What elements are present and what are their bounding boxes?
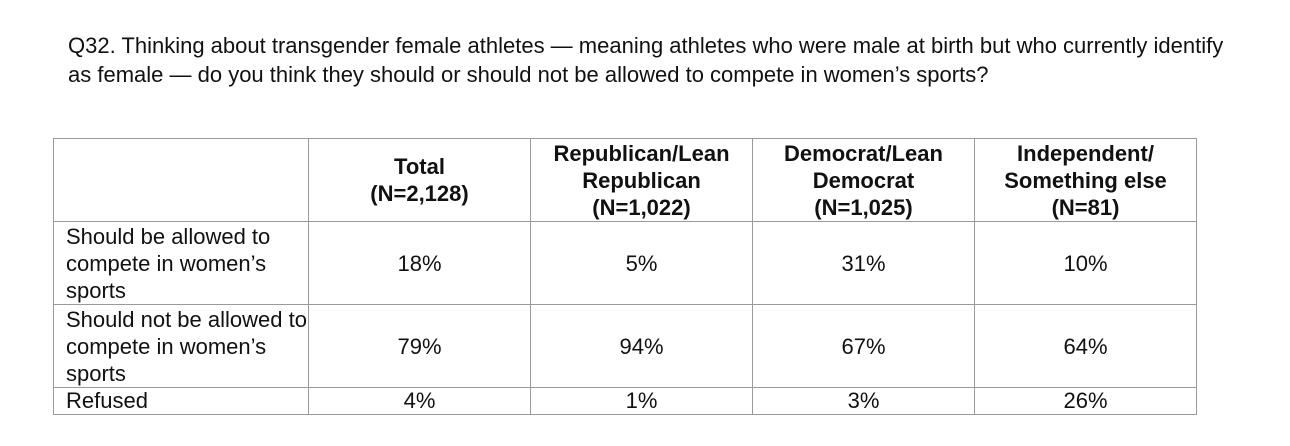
table-row: Should be allowed to compete in women’s … [53,221,1197,305]
cell-value: 67% [752,304,975,388]
cell-value: 10% [974,221,1197,305]
header-independent-line2: Something else [1004,167,1167,193]
cell-value: 5% [530,221,753,305]
row-label: Refused [53,387,309,415]
results-table: Total (N=2,128) Republican/Lean Republic… [53,138,1197,415]
header-republican-line2: Republican [582,167,701,193]
header-independent-n: (N=81) [1051,194,1120,220]
header-republican-n: (N=1,022) [592,194,691,220]
cell-value: 79% [308,304,531,388]
question-text: Q32. Thinking about transgender female a… [68,33,1224,87]
header-democrat-n: (N=1,025) [814,194,913,220]
cell-value: 18% [308,221,531,305]
cell-value: 31% [752,221,975,305]
cell-value: 3% [752,387,975,415]
cell-value: 94% [530,304,753,388]
header-total: Total (N=2,128) [308,138,531,222]
table-row: Refused 4% 1% 3% 26% [53,387,1197,415]
row-label: Should be allowed to compete in women’s … [53,221,309,305]
header-independent-line1: Independent/ [1017,140,1154,166]
header-republican: Republican/Lean Republican (N=1,022) [530,138,753,222]
row-label: Should not be allowed to compete in wome… [53,304,309,388]
table-row: Should not be allowed to compete in wome… [53,304,1197,388]
header-total-n: (N=2,128) [370,181,469,206]
header-democrat-line1: Democrat/Lean [784,140,943,166]
cell-value: 1% [530,387,753,415]
header-democrat-line2: Democrat [812,167,915,193]
header-republican-line1: Republican/Lean [553,140,730,166]
header-independent: Independent/ Something else (N=81) [974,138,1197,222]
header-empty-cell [53,138,309,222]
header-row: Total (N=2,128) Republican/Lean Republic… [53,138,1197,222]
header-total-name: Total [394,154,445,179]
header-democrat: Democrat/Lean Democrat (N=1,025) [752,138,975,222]
cell-value: 64% [974,304,1197,388]
cell-value: 26% [974,387,1197,415]
cell-value: 4% [308,387,531,415]
